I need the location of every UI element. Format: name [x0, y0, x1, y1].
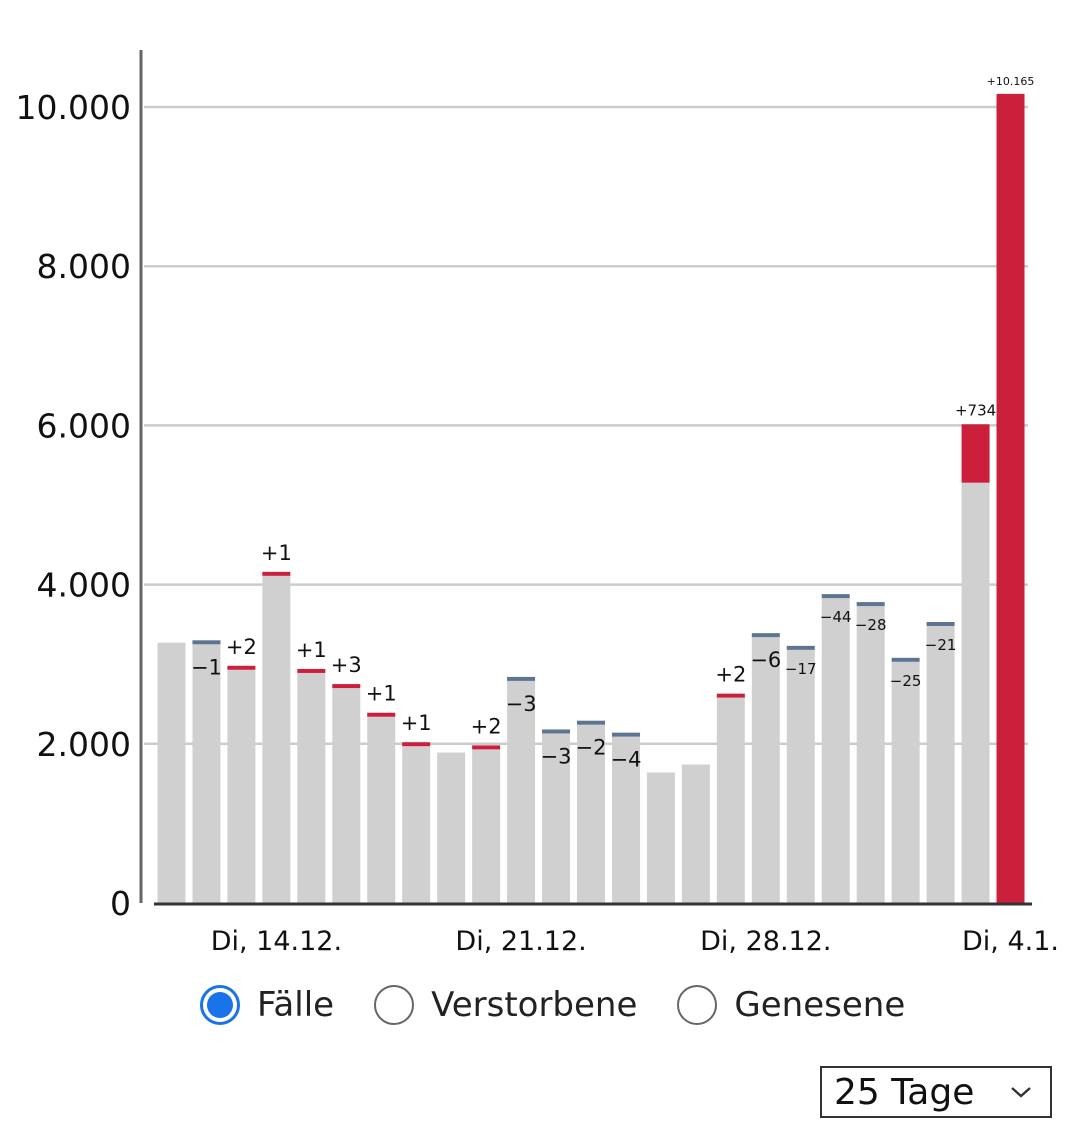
bar-data-label: +2: [715, 663, 746, 687]
bar-data-label: −44: [820, 608, 852, 626]
bar-data-label: +2: [226, 635, 257, 659]
bar-base: [786, 649, 815, 903]
bar-base: [297, 672, 326, 903]
bar-base: [437, 752, 466, 903]
bar-increase: [297, 668, 326, 673]
bar-decrease: [786, 645, 815, 650]
bar-base: [227, 669, 256, 903]
bar-data-label: −3: [506, 692, 537, 716]
radio-selected-dot: [207, 992, 233, 1018]
cases-bar-chart: 02.0004.0006.0008.00010.000−1+2+1+1+3+1+…: [16, 50, 1059, 957]
x-tick-label: Di, 28.12.: [700, 926, 831, 957]
bar-data-label: +2: [471, 714, 502, 738]
bar-increase: [332, 684, 361, 689]
bar-data-label: −6: [750, 648, 781, 672]
bar-base: [507, 680, 536, 903]
radio-faelle[interactable]: Fälle: [200, 985, 334, 1025]
bar-increase: [367, 712, 396, 717]
bar-increase: [961, 424, 990, 483]
bar-base: [681, 764, 710, 903]
bar-increase: [716, 693, 745, 698]
bar-decrease: [751, 633, 780, 638]
bar-increase: [262, 571, 291, 576]
bar-base: [821, 598, 850, 903]
y-tick-label: 2.000: [37, 725, 131, 764]
range-select[interactable]: 25 Tage: [820, 1066, 1052, 1118]
bar-increase: [227, 665, 256, 670]
bar-base: [262, 575, 291, 903]
bar-decrease: [821, 594, 850, 599]
bar-data-label: −17: [785, 660, 817, 678]
radio-verstorbene[interactable]: Verstorbene: [374, 985, 637, 1025]
bar-data-label: −1: [191, 655, 222, 679]
chevron-down-icon: [1011, 1087, 1031, 1098]
bar-data-label: −21: [925, 636, 957, 654]
radio-verstorbene-label: Verstorbene: [431, 985, 638, 1025]
bar-decrease: [856, 602, 885, 607]
bar-base: [646, 772, 675, 903]
bar-base: [192, 644, 221, 903]
bar-data-label: +1: [401, 711, 432, 735]
bar-data-label: +3: [331, 653, 362, 677]
bar-base: [332, 688, 361, 903]
bar-base: [402, 746, 431, 903]
bar-data-label: −4: [610, 748, 641, 772]
x-tick-label: Di, 21.12.: [455, 926, 586, 957]
bar-base: [367, 716, 396, 903]
bar-base: [751, 637, 780, 903]
bar-data-label: +1: [261, 541, 292, 565]
bar-base: [961, 482, 990, 903]
y-tick-label: 10.000: [16, 88, 131, 127]
y-tick-label: 4.000: [37, 566, 131, 605]
bar-base: [891, 661, 920, 903]
radio-genesene-label: Genesene: [734, 985, 906, 1025]
bar-decrease: [891, 657, 920, 662]
radio-faelle-label: Fälle: [257, 985, 335, 1025]
bar-decrease: [192, 640, 221, 645]
bar-base: [716, 697, 745, 903]
bar-base: [856, 606, 885, 903]
bar-increase: [402, 742, 431, 747]
y-tick-label: 8.000: [37, 247, 131, 286]
range-select-value: 25 Tage: [834, 1071, 975, 1113]
bar-data-label: −3: [541, 744, 572, 768]
bar-decrease: [507, 676, 536, 681]
bar-base: [926, 625, 955, 903]
bar-data-label: +1: [296, 638, 327, 662]
bar-decrease: [926, 621, 955, 626]
bar-data-label: −2: [576, 736, 607, 760]
bar-base: [542, 733, 571, 903]
x-tick-label: Di, 14.12.: [211, 926, 342, 957]
y-tick-label: 6.000: [37, 406, 131, 445]
bar-decrease: [611, 732, 640, 737]
bar-data-label: +1: [366, 682, 397, 706]
bar-data-label: −28: [855, 616, 887, 634]
bar-increase: [996, 93, 1025, 904]
y-tick-label: 0: [110, 884, 131, 923]
bar-data-label: −25: [890, 672, 922, 690]
radio-genesene-circle[interactable]: [677, 985, 718, 1025]
bar-decrease: [542, 729, 571, 734]
radio-faelle-circle[interactable]: [200, 985, 240, 1025]
bar-base: [472, 749, 501, 903]
bar-base: [577, 724, 605, 903]
bar-base: [611, 736, 640, 903]
bar-data-label: +10.165: [987, 75, 1035, 88]
radio-genesene[interactable]: Genesene: [677, 985, 905, 1025]
radio-verstorbene-circle[interactable]: [374, 985, 415, 1025]
bar-increase: [472, 745, 501, 750]
bar-base: [157, 642, 186, 903]
metric-radio-group: Fälle Verstorbene Genesene: [200, 985, 945, 1025]
bar-data-label: +734: [955, 401, 996, 419]
bar-decrease: [577, 720, 605, 725]
x-tick-label: Di, 4.1.: [962, 926, 1059, 957]
